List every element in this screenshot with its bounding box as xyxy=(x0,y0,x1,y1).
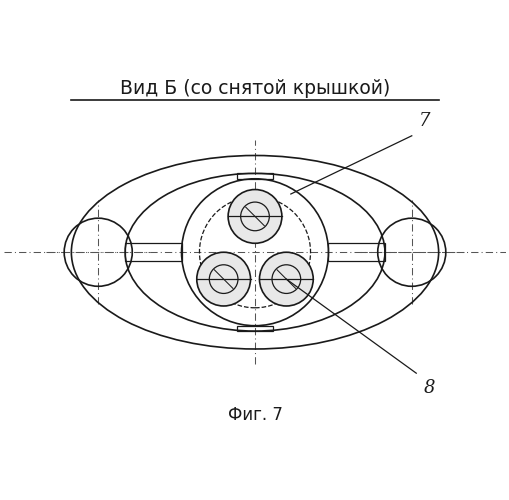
Bar xyxy=(237,326,272,331)
Circle shape xyxy=(228,190,281,244)
Text: 7: 7 xyxy=(418,112,430,130)
Text: Вид Б (со снятой крышкой): Вид Б (со снятой крышкой) xyxy=(120,79,389,98)
Text: Фиг. 7: Фиг. 7 xyxy=(227,406,282,424)
Circle shape xyxy=(259,252,313,306)
Text: 8: 8 xyxy=(422,378,434,396)
Bar xyxy=(125,244,181,261)
Bar xyxy=(237,174,272,179)
Circle shape xyxy=(196,252,250,306)
Bar xyxy=(328,244,384,261)
